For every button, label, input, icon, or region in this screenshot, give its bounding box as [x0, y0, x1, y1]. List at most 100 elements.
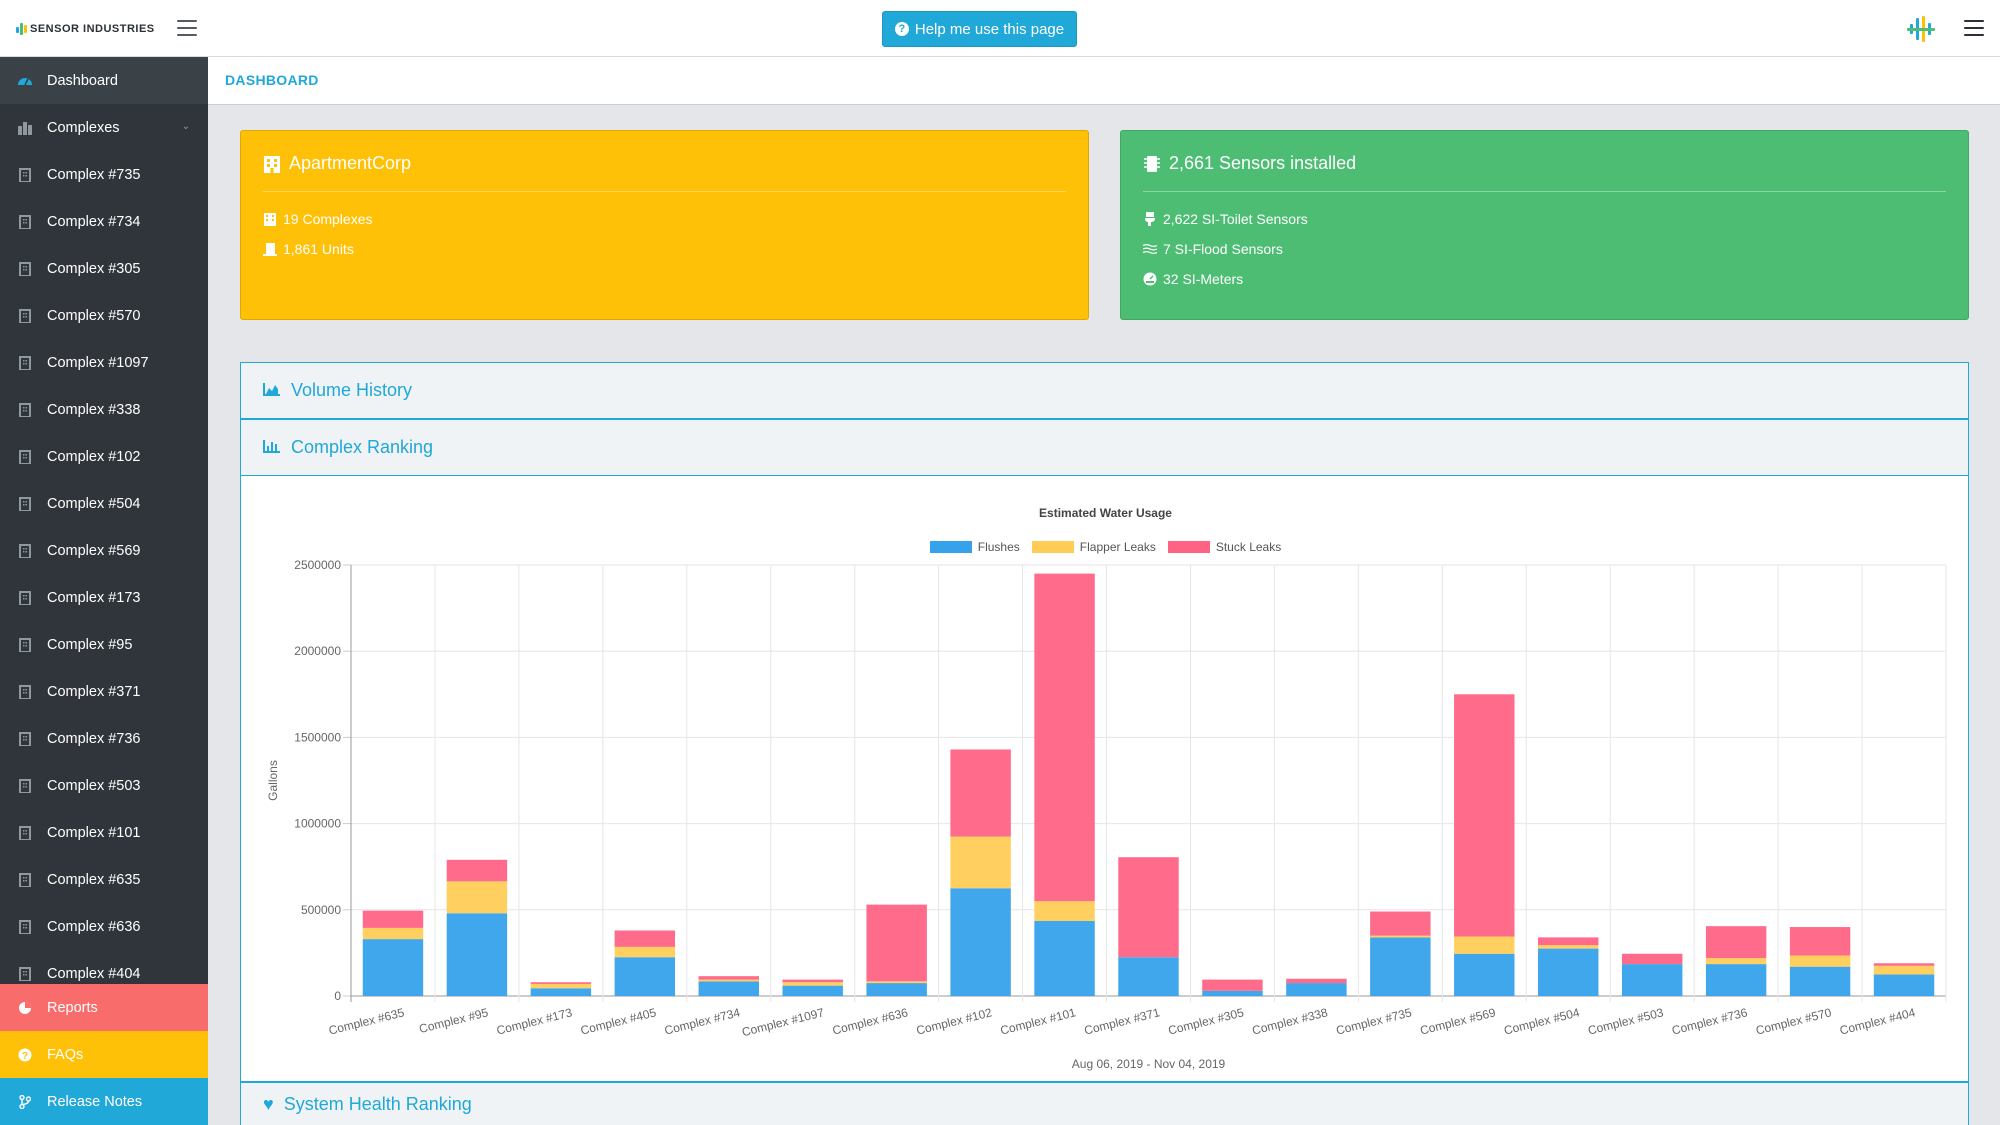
sidebar-item-complex[interactable]: Complex #102: [0, 433, 208, 480]
x-tick-label: Complex #371: [1083, 1005, 1162, 1037]
sidebar-item-dashboard[interactable]: Dashboard: [0, 57, 208, 104]
bar-flushes: [1370, 937, 1431, 996]
bar-stuck-leaks: [1370, 911, 1431, 936]
bar-stuck-leaks: [1538, 937, 1599, 946]
sidebar-item-label: Complexes: [47, 119, 120, 136]
bar-flapper-leaks: [530, 983, 592, 989]
building-icon: [17, 637, 33, 653]
bar-flushes: [782, 985, 843, 996]
y-tick-label: 2000000: [294, 644, 341, 658]
complex-ranking-chart-panel: Estimated Water Usage Flushes Flapper Lea…: [240, 476, 1969, 1082]
x-tick-label: Complex #173: [495, 1005, 574, 1037]
building-icon: [17, 496, 33, 512]
dashboard-icon: [17, 73, 33, 89]
toilet-sensors-line: 2,622 SI-Toilet Sensors: [1143, 211, 1308, 227]
volume-history-panel-header[interactable]: Volume History: [240, 362, 1969, 419]
meters-line: 32 SI-Meters: [1143, 271, 1243, 287]
sidebar-item-complex[interactable]: Complex #173: [0, 574, 208, 621]
logo-text: SENSOR INDUSTRIES: [30, 23, 155, 35]
bar-flapper-leaks: [1034, 901, 1095, 922]
toilet-icon: [1143, 212, 1157, 226]
building-icon: [17, 778, 33, 794]
building-icon: [17, 872, 33, 888]
x-tick-label: Complex #735: [1335, 1005, 1414, 1037]
sidebar-item-complex[interactable]: Complex #636: [0, 903, 208, 950]
building-icon: [17, 167, 33, 183]
sidebar-item-complex[interactable]: Complex #305: [0, 245, 208, 292]
sidebar-toggle-button[interactable]: [177, 20, 197, 36]
sidebar-item-label: Complex #1097: [47, 354, 149, 371]
x-tick-label: Complex #635: [327, 1005, 406, 1037]
units-count-line: 1,861 Units: [263, 241, 354, 257]
sidebar-item-complex[interactable]: Complex #734: [0, 198, 208, 245]
bar-stuck-leaks: [1118, 857, 1179, 958]
bar-flushes: [1286, 983, 1347, 996]
bar-flapper-leaks: [950, 836, 1011, 889]
y-tick-label: 500000: [301, 903, 341, 917]
building-icon: [17, 966, 33, 982]
bar-chart-icon: [263, 437, 281, 458]
sidebar-item-faqs[interactable]: ? FAQs: [0, 1031, 208, 1078]
building-icon: [17, 214, 33, 230]
legend-label: Stuck Leaks: [1215, 540, 1282, 554]
legend-item[interactable]: Flushes: [929, 540, 1020, 554]
bar-flapper-leaks: [698, 979, 759, 982]
sidebar-item-complexes[interactable]: Complexes ⌄: [0, 104, 208, 151]
microchip-icon: [1143, 155, 1161, 173]
sidebar-item-complex[interactable]: Complex #570: [0, 292, 208, 339]
sidebar-item-complex[interactable]: Complex #371: [0, 668, 208, 715]
chevron-down-icon: ⌄: [181, 121, 190, 132]
bar-stuck-leaks: [1454, 694, 1515, 937]
bar-stuck-leaks: [1621, 953, 1683, 965]
sidebar-item-complex[interactable]: Complex #1097: [0, 339, 208, 386]
brand-icon[interactable]: [1906, 14, 1936, 44]
sensor-industries-logo[interactable]: SENSOR INDUSTRIES: [16, 18, 155, 40]
sidebar-item-label: Complex #570: [47, 307, 141, 324]
bar-stuck-leaks: [1873, 963, 1935, 966]
bar-flushes: [1118, 957, 1179, 996]
sensors-installed: 2,661 Sensors installed: [1169, 153, 1357, 173]
sidebar-item-label: FAQs: [47, 1046, 84, 1063]
bar-stuck-leaks: [530, 982, 592, 984]
system-health-panel-header[interactable]: ♥ System Health Ranking: [240, 1082, 1969, 1125]
legend-item[interactable]: Stuck Leaks: [1167, 540, 1282, 554]
sidebar-item-complex[interactable]: Complex #569: [0, 527, 208, 574]
sidebar-item-label: Complex #173: [47, 589, 141, 606]
legend-item[interactable]: Flapper Leaks: [1031, 540, 1156, 554]
bar-stuck-leaks: [362, 910, 424, 928]
bar-stuck-leaks: [1034, 573, 1095, 902]
hamburger-line: [1964, 34, 1984, 36]
sidebar-item-complex[interactable]: Complex #95: [0, 621, 208, 668]
sidebar-item-label: Complex #569: [47, 542, 141, 559]
top-navbar: SENSOR INDUSTRIES ? Help me use this pag…: [0, 0, 2000, 57]
help-button[interactable]: ? Help me use this page: [882, 11, 1077, 47]
sidebar-item-complex[interactable]: Complex #503: [0, 762, 208, 809]
complex-ranking-panel-header[interactable]: Complex Ranking: [240, 419, 1969, 476]
aside-menu-toggle-button[interactable]: [1964, 20, 1984, 36]
sidebar-item-reports[interactable]: Reports: [0, 984, 208, 1031]
toilet-sensors-count: 2,622 SI-Toilet Sensors: [1163, 211, 1308, 227]
sidebar-item-complex[interactable]: Complex #338: [0, 386, 208, 433]
sidebar-item-complex[interactable]: Complex #504: [0, 480, 208, 527]
x-axis-label: Aug 06, 2019 - Nov 04, 2019: [1072, 1057, 1226, 1071]
bar-stuck-leaks: [446, 859, 508, 882]
bar-flushes: [1621, 964, 1683, 996]
bar-flushes: [698, 981, 759, 996]
sidebar-item-complex[interactable]: Complex #404: [0, 950, 208, 997]
x-tick-label: Complex #101: [999, 1005, 1078, 1037]
x-tick-label: Complex #95: [418, 1005, 490, 1036]
sidebar-item-complex[interactable]: Complex #736: [0, 715, 208, 762]
sidebar-item-release-notes[interactable]: Release Notes: [0, 1078, 208, 1125]
sidebar-item-label: Dashboard: [47, 72, 118, 89]
sidebar-item-complex[interactable]: Complex #101: [0, 809, 208, 856]
breadcrumb-dashboard[interactable]: DASHBOARD: [225, 72, 319, 88]
bar-flushes: [446, 913, 508, 996]
sidebar-item-complex[interactable]: Complex #735: [0, 151, 208, 198]
complexes-count-line: 19 Complexes: [263, 211, 373, 227]
sidebar-item-label: Complex #102: [47, 448, 141, 465]
legend-swatch: [1031, 541, 1074, 553]
sidebar-item-complex[interactable]: Complex #635: [0, 856, 208, 903]
x-tick-label: Complex #404: [1838, 1005, 1917, 1037]
sidebar-item-label: Complex #635: [47, 871, 141, 888]
hamburger-line: [177, 20, 197, 22]
